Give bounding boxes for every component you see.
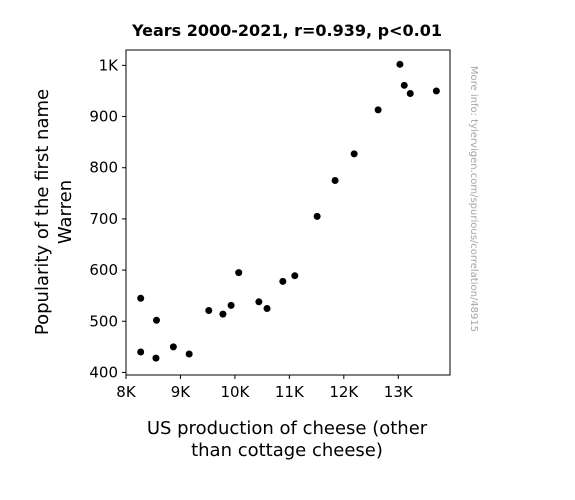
y-tick-label: 1K: [99, 56, 120, 74]
y-tick-label: 800: [89, 159, 118, 177]
chart-title: Years 2000-2021, r=0.939, p<0.01: [131, 21, 442, 40]
data-point: [350, 150, 358, 158]
x-tick-label: 13K: [384, 383, 414, 401]
data-point: [291, 272, 299, 280]
data-point: [227, 301, 235, 309]
y-tick-label: 400: [89, 363, 118, 381]
data-point: [313, 212, 321, 220]
data-point: [137, 294, 145, 302]
data-point: [185, 350, 193, 358]
data-points: [137, 60, 440, 362]
data-point: [219, 310, 227, 318]
x-axis: 8K 9K 10K 11K 12K 13K: [116, 375, 414, 401]
data-point: [400, 81, 408, 89]
source-note: More info: tylervigen.com/spurious/corre…: [468, 66, 479, 332]
data-point: [406, 90, 414, 98]
y-tick-label: 700: [89, 210, 118, 228]
y-axis-label-line-1: Popularity of the first name: [32, 89, 53, 335]
data-point: [152, 316, 160, 324]
data-point: [255, 298, 263, 306]
y-tick-label: 500: [89, 312, 118, 330]
data-point: [432, 87, 440, 95]
plot-area-frame: [125, 49, 451, 376]
data-point: [137, 348, 145, 356]
data-point: [396, 60, 404, 68]
data-point: [152, 354, 160, 362]
x-axis-label-line-2: than cottage cheese): [191, 440, 383, 461]
data-point: [169, 343, 177, 351]
x-tick-label: 10K: [220, 383, 250, 401]
data-point: [279, 277, 287, 285]
data-point: [374, 106, 382, 114]
x-tick-label: 12K: [329, 383, 359, 401]
data-point: [205, 307, 213, 315]
x-tick-label: 8K: [116, 383, 137, 401]
data-point: [331, 177, 339, 185]
y-tick-label: 600: [89, 261, 118, 279]
data-point: [235, 269, 243, 277]
x-axis-label-line-1: US production of cheese (other: [147, 418, 428, 439]
y-tick-label: 900: [89, 108, 118, 126]
y-axis: 400 500 600 700 800 900 1K: [89, 56, 126, 381]
x-tick-label: 9K: [171, 383, 192, 401]
x-tick-label: 11K: [275, 383, 305, 401]
y-axis-label-line-2: Warren: [55, 180, 76, 244]
data-point: [263, 304, 271, 312]
